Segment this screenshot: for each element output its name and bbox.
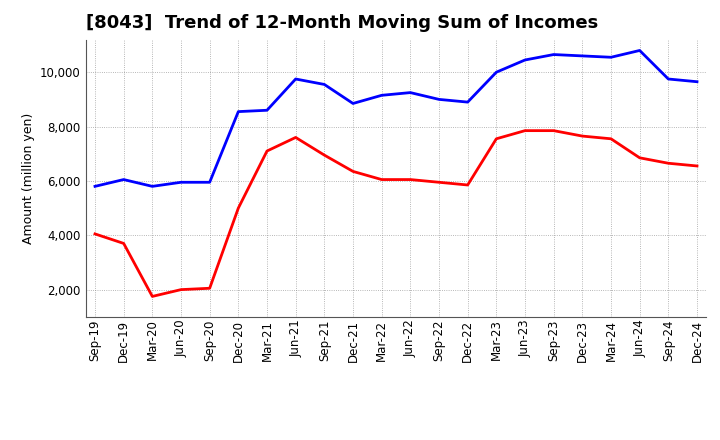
Ordinary Income	[521, 57, 529, 62]
Y-axis label: Amount (million yen): Amount (million yen)	[22, 113, 35, 244]
Ordinary Income	[435, 97, 444, 102]
Text: [8043]  Trend of 12-Month Moving Sum of Incomes: [8043] Trend of 12-Month Moving Sum of I…	[86, 15, 598, 33]
Line: Ordinary Income: Ordinary Income	[95, 51, 697, 187]
Ordinary Income	[91, 184, 99, 189]
Legend: Ordinary Income, Net Income: Ordinary Income, Net Income	[247, 439, 545, 440]
Net Income	[91, 231, 99, 237]
Ordinary Income	[148, 184, 157, 189]
Net Income	[607, 136, 616, 141]
Net Income	[492, 136, 500, 141]
Net Income	[148, 294, 157, 299]
Ordinary Income	[635, 48, 644, 53]
Ordinary Income	[234, 109, 243, 114]
Net Income	[377, 177, 386, 182]
Net Income	[693, 163, 701, 169]
Net Income	[406, 177, 415, 182]
Net Income	[578, 133, 587, 139]
Net Income	[464, 182, 472, 187]
Net Income	[635, 155, 644, 161]
Ordinary Income	[120, 177, 128, 182]
Net Income	[263, 148, 271, 154]
Net Income	[435, 180, 444, 185]
Ordinary Income	[464, 99, 472, 105]
Ordinary Income	[205, 180, 214, 185]
Net Income	[549, 128, 558, 133]
Net Income	[664, 161, 672, 166]
Ordinary Income	[578, 53, 587, 59]
Net Income	[176, 287, 185, 292]
Line: Net Income: Net Income	[95, 131, 697, 297]
Ordinary Income	[492, 70, 500, 75]
Ordinary Income	[263, 108, 271, 113]
Ordinary Income	[292, 77, 300, 82]
Net Income	[320, 152, 328, 158]
Ordinary Income	[664, 77, 672, 82]
Net Income	[521, 128, 529, 133]
Net Income	[234, 205, 243, 211]
Ordinary Income	[348, 101, 357, 106]
Net Income	[292, 135, 300, 140]
Ordinary Income	[406, 90, 415, 95]
Ordinary Income	[607, 55, 616, 60]
Net Income	[348, 169, 357, 174]
Ordinary Income	[693, 79, 701, 84]
Ordinary Income	[176, 180, 185, 185]
Ordinary Income	[377, 93, 386, 98]
Net Income	[120, 241, 128, 246]
Ordinary Income	[320, 82, 328, 87]
Ordinary Income	[549, 52, 558, 57]
Net Income	[205, 286, 214, 291]
